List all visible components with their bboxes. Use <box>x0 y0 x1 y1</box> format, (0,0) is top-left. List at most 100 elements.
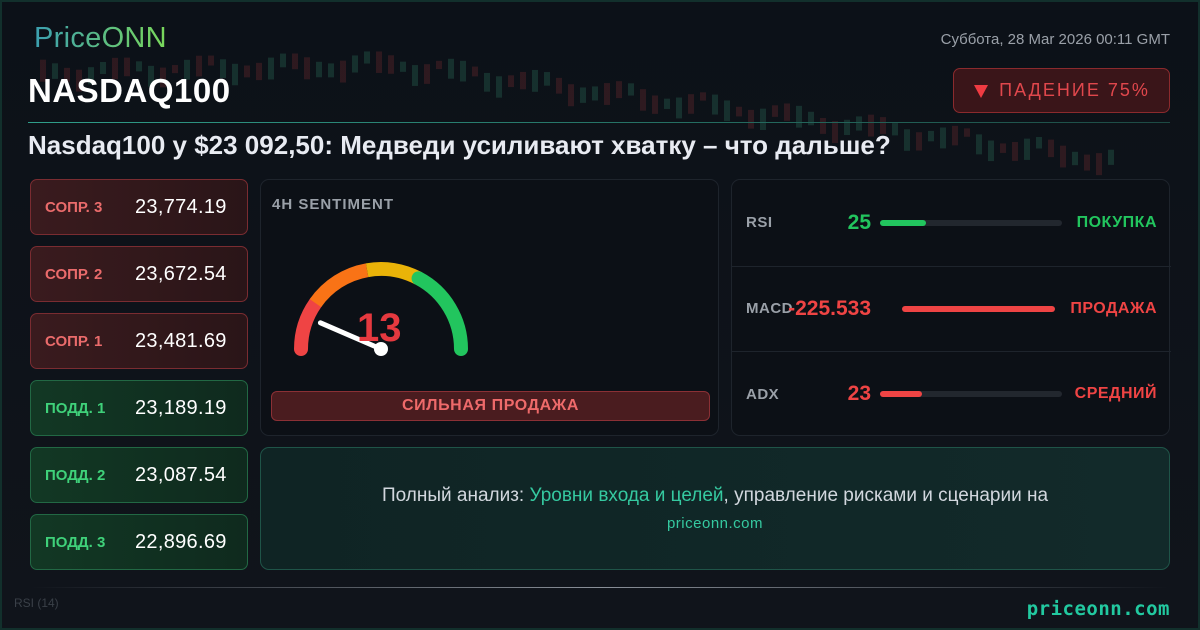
level-label: СОПР. 2 <box>45 265 103 283</box>
cta-highlight-link[interactable]: Уровни входа и целей <box>529 485 724 506</box>
footer-url[interactable]: priceonn.com <box>1026 598 1170 620</box>
footer-divider <box>30 587 1170 588</box>
background-candle <box>256 62 262 81</box>
level-value: 22,896.69 <box>135 530 227 553</box>
background-candle <box>436 60 442 70</box>
background-candle <box>604 83 610 105</box>
level-support: ПОДД. 2 23,087.54 <box>30 447 248 503</box>
background-candle <box>796 105 802 128</box>
background-candle <box>472 66 478 77</box>
background-candle <box>664 98 670 109</box>
background-candle <box>1000 143 1006 153</box>
background-candle <box>124 57 130 77</box>
level-value: 23,672.54 <box>135 262 227 285</box>
background-candle <box>88 67 94 85</box>
gauge-segment <box>365 262 422 285</box>
background-candle <box>460 60 466 82</box>
background-candle <box>76 69 82 92</box>
indicator-value: 23 <box>847 382 871 405</box>
gauge-needle <box>317 320 384 352</box>
background-candle <box>400 61 406 72</box>
background-candle <box>1048 139 1054 158</box>
ticker-title: NASDAQ100 <box>28 72 231 109</box>
trend-label: ПАДЕНИЕ 75% <box>999 80 1150 100</box>
background-candle <box>364 51 370 64</box>
background-candle <box>928 130 934 142</box>
background-candle <box>496 76 502 98</box>
indicator-name: MACD <box>746 300 793 317</box>
header-divider <box>28 122 1170 123</box>
background-candle <box>952 125 958 146</box>
background-candle <box>700 92 706 101</box>
level-label: СОПР. 3 <box>45 198 103 216</box>
cta-site-link[interactable]: priceonn.com <box>666 515 764 532</box>
background-candle <box>340 60 346 83</box>
background-candle <box>508 75 514 88</box>
background-candle <box>832 121 838 144</box>
indicator-name: RSI <box>746 214 773 231</box>
background-candle <box>352 55 358 73</box>
background-candle <box>568 84 574 107</box>
indicators-panel: RSI 25 ПОКУПКА MACD -225.533 ПРОДАЖА ADX 2… <box>731 179 1171 436</box>
background-candle <box>592 86 598 101</box>
background-candle <box>1108 149 1114 165</box>
triangle-down-icon <box>974 84 989 98</box>
indicator-value: 25 <box>847 210 871 234</box>
background-candle <box>532 69 538 92</box>
indicator-signal: ПОКУПКА <box>1076 213 1157 231</box>
background-rsi-label: RSI (14) <box>14 596 59 610</box>
background-candle <box>424 64 430 84</box>
level-value: 23,189.19 <box>135 396 227 419</box>
background-candle <box>1072 151 1078 166</box>
background-candle <box>640 89 646 111</box>
indicator-row-adx: ADX 23 СРЕДНИЙ <box>732 351 1171 436</box>
cta-prefix: Полный анализ: <box>381 485 530 506</box>
cta-text: Полный анализ: Уровни входа и целей, упр… <box>382 485 1048 507</box>
indicator-name: ADX <box>746 385 780 403</box>
background-candle <box>1012 142 1018 161</box>
sentiment-panel: 4H SENTIMENT 13 СИЛЬНАЯ ПРОДАЖА <box>260 179 719 436</box>
background-candle <box>844 119 850 136</box>
background-candle <box>328 63 334 78</box>
level-value: 23,774.19 <box>135 195 227 218</box>
background-candle <box>40 59 46 82</box>
level-resistance: СОПР. 2 23,672.54 <box>30 246 248 302</box>
indicator-bar <box>902 305 1055 312</box>
indicator-value: -225.533 <box>788 296 871 320</box>
background-candle <box>376 51 382 73</box>
headline: Nasdaq100 у $23 092,50: Медведи усиливаю… <box>28 130 891 160</box>
level-label: СОПР. 1 <box>45 332 103 350</box>
background-candle <box>1084 154 1090 171</box>
background-candle <box>820 118 826 134</box>
background-candle <box>244 65 250 78</box>
background-candle <box>772 105 778 117</box>
background-candle <box>1096 153 1102 176</box>
background-candle <box>280 53 286 68</box>
sentiment-value: 13 <box>357 306 402 350</box>
background-candle <box>736 106 742 117</box>
background-candle <box>184 59 190 80</box>
indicator-bar-fill <box>880 391 922 397</box>
gauge-hub <box>374 342 388 356</box>
indicator-bar <box>880 219 1062 226</box>
indicator-row-rsi: RSI 25 ПОКУПКА <box>732 180 1171 265</box>
full-analysis-cta[interactable]: Полный анализ: Уровни входа и целей, упр… <box>260 447 1170 570</box>
level-label: ПОДД. 3 <box>45 533 106 551</box>
background-candle <box>520 71 526 90</box>
background-candle <box>880 117 886 134</box>
background-candle <box>100 62 106 74</box>
background-candle <box>268 57 274 80</box>
trend-badge: ПАДЕНИЕ 75% <box>953 68 1170 113</box>
background-candle <box>808 111 814 126</box>
background-candle <box>988 140 994 162</box>
background-candle <box>688 94 694 114</box>
background-candle <box>292 53 298 70</box>
indicator-bar-fill <box>880 219 926 226</box>
level-resistance: СОПР. 3 23,774.19 <box>30 179 248 235</box>
background-candle <box>856 116 862 131</box>
background-candle <box>712 94 718 115</box>
background-candle <box>556 77 562 94</box>
cta-suffix: , управление рисками и сценарии на <box>723 485 1049 506</box>
background-candle <box>652 95 658 114</box>
